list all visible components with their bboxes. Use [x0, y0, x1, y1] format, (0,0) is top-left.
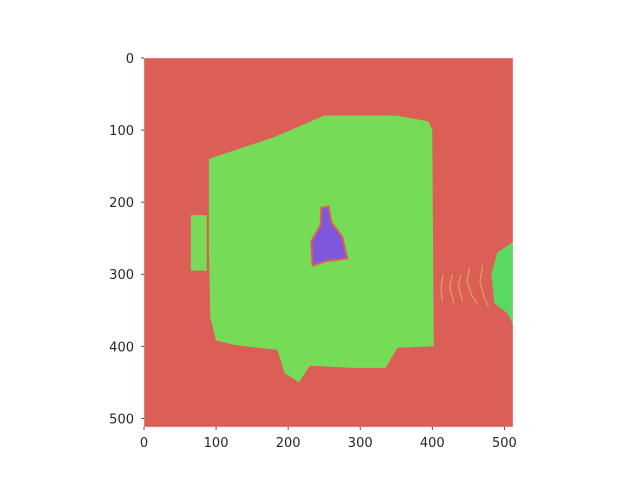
thin-line — [457, 274, 464, 302]
thin-line — [449, 274, 455, 304]
y-tick-label: 200 — [109, 196, 134, 211]
region-inner-region — [310, 205, 349, 267]
y-tick-label: 100 — [109, 124, 134, 139]
segmentation-image — [144, 58, 513, 427]
x-tick-label: 400 — [420, 436, 445, 451]
x-tick-label: 200 — [276, 436, 301, 451]
y-tick-label: 400 — [109, 340, 134, 355]
y-tick-label: 500 — [109, 412, 134, 427]
y-axis: 0 100 200 300 400 500 — [109, 52, 144, 427]
x-tick-label: 500 — [492, 436, 517, 451]
region-right-edge-object — [491, 241, 513, 325]
thin-line — [479, 265, 489, 307]
x-tick-label: 0 — [140, 436, 148, 451]
x-axis: 0 100 200 300 400 500 — [140, 427, 517, 451]
thin-line — [440, 274, 444, 302]
x-tick-label: 100 — [204, 436, 229, 451]
axes-frame — [143, 57, 514, 428]
region-main-object-tab — [190, 215, 207, 271]
x-tick-label: 300 — [348, 436, 373, 451]
y-tick-label: 0 — [126, 52, 134, 67]
thin-line — [466, 266, 478, 304]
y-tick-label: 300 — [109, 268, 134, 283]
